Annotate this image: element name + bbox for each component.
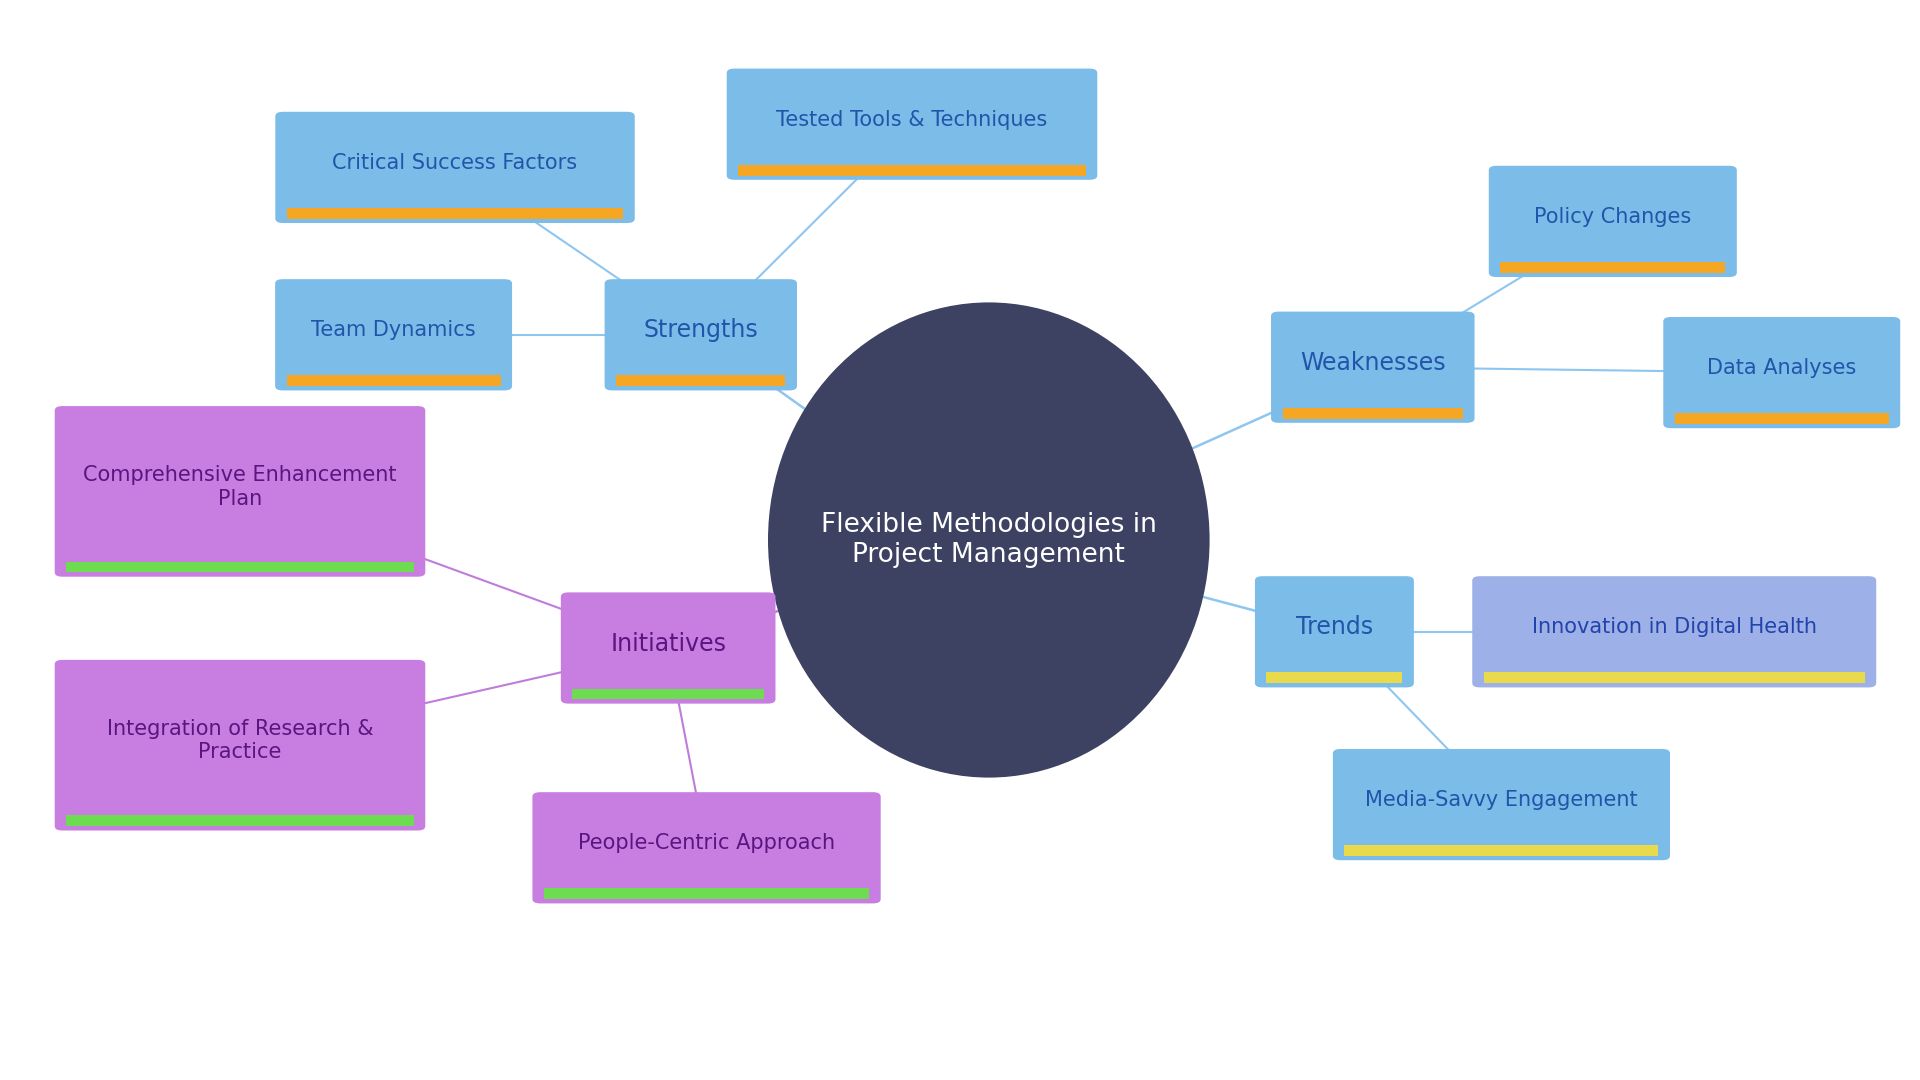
Text: Comprehensive Enhancement
Plan: Comprehensive Enhancement Plan	[83, 465, 397, 509]
Bar	[1267, 672, 1402, 684]
FancyBboxPatch shape	[1473, 576, 1876, 688]
Bar	[286, 207, 624, 218]
Text: Critical Success Factors: Critical Success Factors	[332, 153, 578, 173]
FancyBboxPatch shape	[1663, 318, 1901, 428]
Bar	[737, 164, 1085, 175]
FancyBboxPatch shape	[1256, 576, 1413, 688]
Bar	[1500, 261, 1726, 272]
Bar	[65, 562, 415, 572]
Text: Weaknesses: Weaknesses	[1300, 351, 1446, 375]
FancyBboxPatch shape	[275, 112, 636, 222]
Bar	[572, 689, 764, 700]
Text: Flexible Methodologies in
Project Management: Flexible Methodologies in Project Manage…	[822, 512, 1156, 568]
FancyBboxPatch shape	[726, 69, 1096, 179]
Text: Data Analyses: Data Analyses	[1707, 359, 1857, 378]
Text: People-Centric Approach: People-Centric Approach	[578, 834, 835, 853]
Bar	[65, 815, 415, 826]
Text: Initiatives: Initiatives	[611, 632, 726, 656]
FancyBboxPatch shape	[1488, 165, 1738, 276]
Bar	[1283, 408, 1463, 418]
FancyBboxPatch shape	[54, 406, 426, 577]
Bar	[1484, 672, 1864, 684]
Text: Team Dynamics: Team Dynamics	[311, 321, 476, 340]
Text: Media-Savvy Engagement: Media-Savvy Engagement	[1365, 791, 1638, 810]
Text: Trends: Trends	[1296, 616, 1373, 639]
FancyBboxPatch shape	[54, 660, 426, 831]
Text: Policy Changes: Policy Changes	[1534, 207, 1692, 227]
FancyBboxPatch shape	[532, 793, 881, 903]
FancyBboxPatch shape	[1332, 750, 1670, 860]
Text: Innovation in Digital Health: Innovation in Digital Health	[1532, 618, 1816, 637]
Bar	[543, 888, 870, 899]
FancyBboxPatch shape	[275, 280, 513, 391]
Text: Integration of Research &
Practice: Integration of Research & Practice	[108, 719, 372, 762]
FancyBboxPatch shape	[1271, 311, 1475, 422]
Text: Tested Tools & Techniques: Tested Tools & Techniques	[776, 110, 1048, 130]
Bar	[616, 376, 785, 387]
Ellipse shape	[768, 302, 1210, 778]
Bar	[1344, 845, 1659, 855]
FancyBboxPatch shape	[561, 592, 776, 704]
Bar	[1674, 413, 1889, 423]
FancyBboxPatch shape	[605, 280, 797, 391]
Text: Strengths: Strengths	[643, 319, 758, 342]
Bar	[286, 376, 501, 387]
